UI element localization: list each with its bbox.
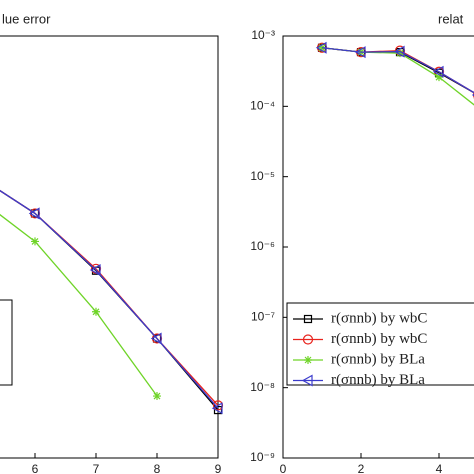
marker: [28, 207, 40, 220]
chart-title: relat: [438, 11, 464, 26]
y-tick-label: 10⁻³: [251, 28, 275, 42]
legend-marker: [303, 314, 313, 324]
legend-box-partial: [0, 299, 13, 386]
legend-label: r(σnnb) by BLa: [331, 372, 425, 388]
marker: [315, 41, 327, 54]
legend-marker: [301, 374, 313, 387]
legend-box: [286, 302, 474, 386]
plot-area: [0, 189, 224, 415]
marker: [432, 65, 444, 78]
x-tick-label: 2: [358, 462, 365, 474]
series-line: [0, 189, 219, 409]
x-tick-label: 7: [93, 462, 100, 474]
x-tick-label: 9: [215, 462, 222, 474]
y-tick-label: 10⁻⁶: [250, 239, 275, 253]
chart-title: lue error: [2, 11, 51, 26]
x-tick-label: 4: [436, 462, 443, 474]
marker: [211, 402, 223, 415]
x-tick-label: 8: [154, 462, 161, 474]
y-tick-label: 10⁻⁷: [251, 310, 275, 324]
plot-area: [315, 41, 474, 106]
y-tick-label: 10⁻⁵: [250, 169, 275, 183]
legend-label: r(σnnb) by wbC: [331, 331, 427, 347]
marker: [393, 45, 405, 58]
marker: [153, 392, 161, 401]
y-tick-label: 10⁻⁹: [250, 450, 275, 464]
marker: [31, 237, 39, 246]
marker: [89, 264, 101, 277]
series-line: [0, 213, 158, 397]
y-tick-label: 10⁻⁴: [250, 99, 275, 113]
x-tick-label: 0: [280, 462, 287, 474]
marker: [354, 46, 366, 59]
marker: [318, 43, 326, 52]
marker: [396, 49, 404, 58]
marker: [435, 73, 443, 82]
legend-label: r(σnnb) by wbC: [331, 310, 427, 326]
y-tick-label: 10⁻⁸: [250, 380, 275, 394]
marker: [150, 332, 162, 345]
x-tick-label: 6: [32, 462, 39, 474]
plot-frame: [282, 35, 474, 459]
series-line: [321, 47, 474, 106]
marker: [92, 307, 100, 316]
legend-marker: [304, 356, 312, 364]
legend-marker: [302, 334, 314, 345]
plot-frame: [0, 35, 219, 459]
legend-label: r(σnnb) by BLa: [331, 351, 425, 367]
series-line: [321, 47, 474, 94]
